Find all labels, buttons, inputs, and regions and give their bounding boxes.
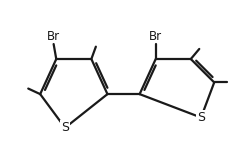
Text: S: S (197, 111, 205, 124)
Text: Br: Br (149, 30, 162, 43)
Text: S: S (61, 121, 69, 134)
Text: Br: Br (47, 30, 60, 43)
